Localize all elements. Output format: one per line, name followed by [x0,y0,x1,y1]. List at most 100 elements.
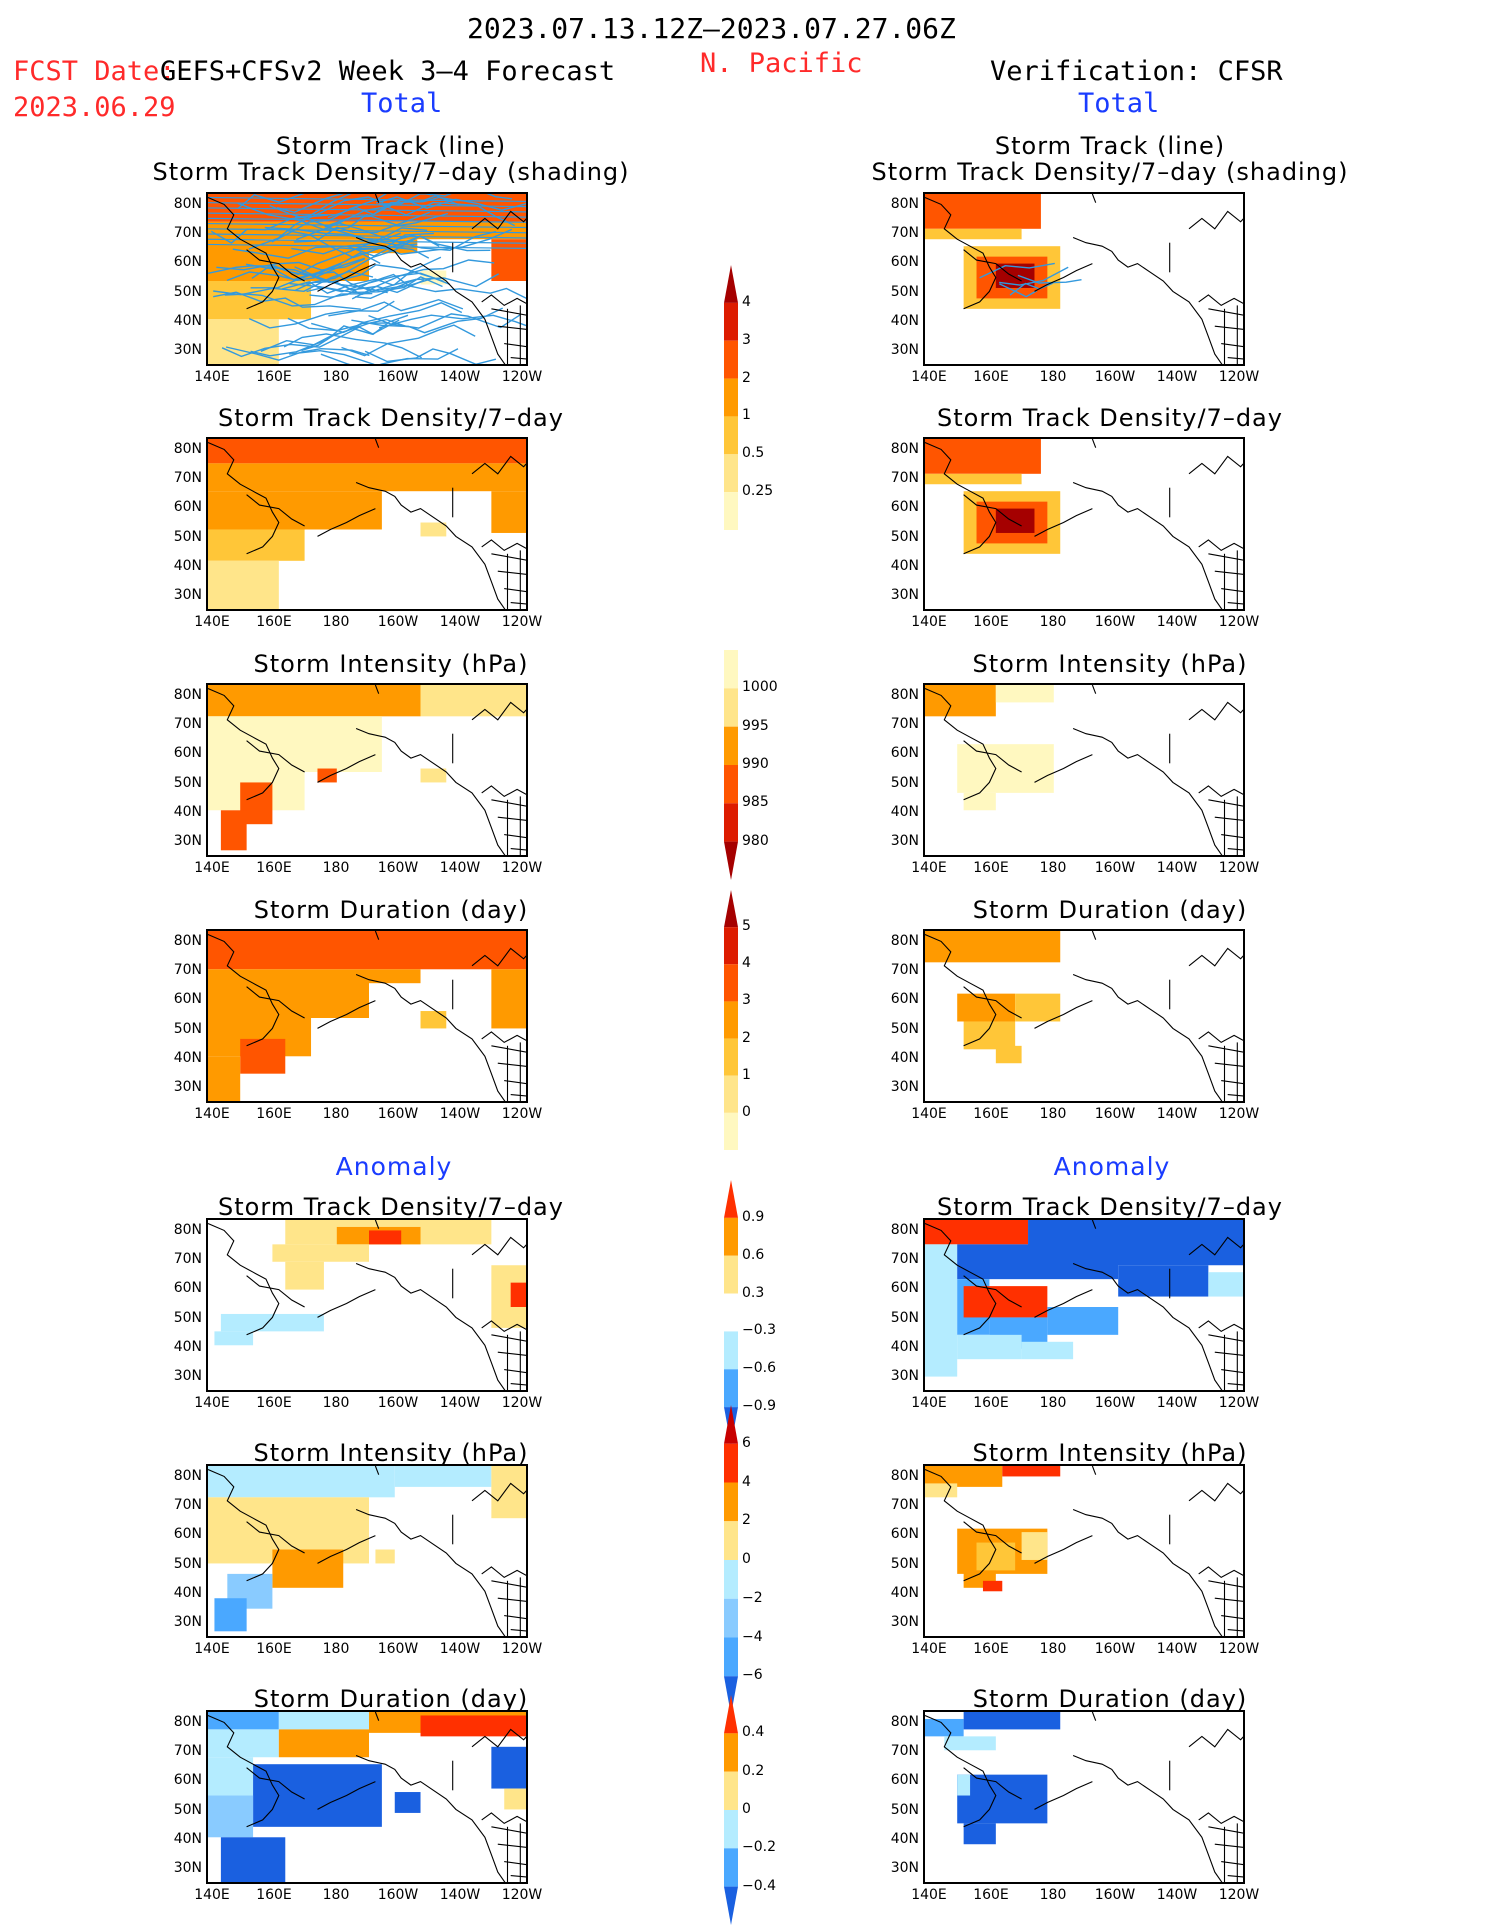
shading-cell [208,931,526,970]
shading-cell [369,1230,402,1245]
shading-cell [491,1746,526,1789]
lat-tick-label: 30N [890,1079,919,1095]
colorbar-tick-label: −0.6 [742,1360,776,1377]
lat-tick-label: 60N [173,499,202,516]
lon-tick-label: 160E [973,369,1009,385]
shading-cell [944,1736,996,1751]
lon-tick-label: 120W [1218,1887,1260,1903]
lon-tick-label: 140E [911,1887,947,1903]
storm-track-line [208,238,526,244]
lon-tick-label: 160E [256,1887,292,1903]
coastline [491,799,526,807]
section-anomaly-left: Anomaly [335,1152,453,1181]
coastline [497,1843,526,1848]
coastline [1072,727,1223,855]
coastline [1221,1615,1243,1620]
storm-track-line [232,232,401,259]
coastline [497,816,526,821]
lon-tick-label: 160E [973,614,1009,630]
coastline [491,1045,526,1053]
coastline [504,1861,526,1866]
coastline [374,685,380,694]
lat-tick-label: 30N [173,587,202,603]
lon-tick-label: 160E [973,1641,1009,1657]
lat-tick-label: 40N [890,1338,919,1355]
map-panel [206,192,528,366]
lon-tick-label: 140W [439,860,481,876]
coastline [208,1222,280,1336]
storm-track-line [208,217,526,223]
lat-tick-label: 40N [890,557,919,574]
lon-tick-label: 140W [1156,1641,1198,1657]
lon-tick-label: 140E [194,1106,230,1122]
storm-track-line [376,196,526,211]
lon-tick-label: 140W [439,614,481,630]
colorbar-swatch [724,1521,738,1560]
colorbar-tick-label: −0.9 [742,1398,776,1415]
lat-tick-label: 60N [890,499,919,516]
coastline [510,848,526,851]
lat-tick-label: 80N [890,687,919,703]
lat-tick-label: 70N [173,716,202,733]
storm-track-line [999,283,1038,298]
coastline [1188,701,1243,721]
storm-track-line [351,259,495,300]
shading-cell [963,1712,1061,1730]
lat-tick-label: 60N [173,991,202,1008]
coastline [1214,1351,1243,1356]
lat-tick-label: 60N [173,1526,202,1543]
lat-tick-label: 30N [173,1368,202,1384]
map-panel [923,1464,1245,1638]
lon-tick-label: 140E [911,614,947,630]
colorbar-swatch [724,726,738,765]
coastline [925,1468,997,1582]
colorbar-swatch [724,765,738,804]
panel-title-duration-right: Storm Duration (day) [972,896,1248,924]
coastline [510,1383,526,1386]
coastline [510,1629,526,1632]
period-title: 2023.07.13.12Z–2023.07.27.06Z [467,12,956,45]
lat-tick-label: 30N [173,1860,202,1876]
lon-tick-label: 120W [1218,614,1260,630]
lon-tick-label: 140E [194,1887,230,1903]
coastline [471,1482,526,1502]
coastline [1034,508,1093,537]
shading-cell [214,1331,254,1346]
lon-tick-label: 140W [1156,614,1198,630]
coastline [1208,799,1243,807]
coastline [481,1031,526,1044]
lon-tick-label: 180 [322,1641,350,1657]
coastline [497,570,526,575]
shading-cell [208,1712,279,1730]
shading-cell [208,1466,395,1498]
coastline [317,263,376,292]
coastline [374,439,380,448]
lon-tick-label: 180 [322,614,350,630]
lat-tick-label: 60N [890,745,919,762]
lon-tick-label: 140E [911,1395,947,1411]
storm-track-line [294,256,442,296]
colorbar-swatch [724,340,738,379]
lat-tick-label: 40N [890,312,919,329]
shading-cell [963,1823,996,1845]
colorbar-swatch [724,378,738,417]
lat-tick-label: 50N [173,1020,202,1037]
coastline [1072,1508,1223,1636]
lat-tick-label: 30N [890,342,919,358]
storm-track-line [208,222,526,229]
coastline [1227,1629,1243,1632]
shading-cell [963,792,996,811]
colorbar-duration-total [722,890,740,1154]
coastline [491,1334,526,1342]
panel-title-intensity-right: Storm Intensity (hPa) [972,650,1248,678]
colorbar-tick-label: 0.9 [742,1208,765,1225]
colorbar-swatch [724,1848,738,1887]
panel-title-intensity-anom-right: Storm Intensity (hPa) [972,1439,1248,1467]
colorbar-swatch [724,1695,738,1734]
lat-tick-label: 30N [173,1614,202,1630]
panel-title-density-anom-left: Storm Track Density/7–day [218,1193,564,1221]
coastline [491,1826,526,1834]
coastline [1072,1754,1223,1882]
coastline [481,539,526,552]
lon-tick-label: 160E [256,1641,292,1657]
